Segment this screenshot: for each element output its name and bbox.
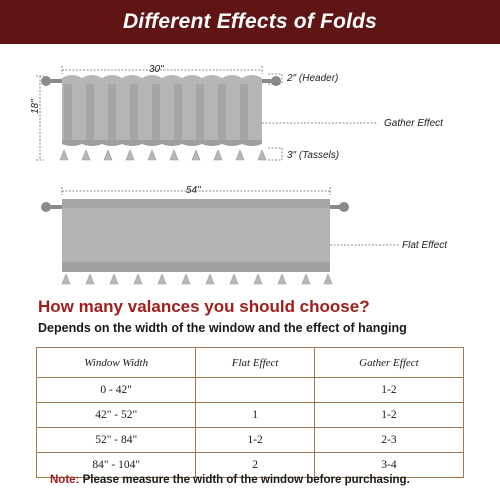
cell-window-width: 42" - 52"	[35, 402, 197, 428]
flat-rod-finial-right	[339, 202, 349, 212]
cell-flat-effect	[195, 377, 315, 403]
table-header-row: Window Width Flat Effect Gather Effect	[35, 347, 465, 378]
cell-window-width: 84" - 104"	[35, 452, 197, 478]
cell-gather-effect: 1-2	[313, 402, 465, 428]
purchase-note: Note: Please measure the width of the wi…	[50, 474, 410, 486]
height-label: 18"	[30, 99, 41, 114]
cell-flat-effect: 1-2	[195, 427, 315, 453]
table-row: 42" - 52" 1 1-2	[35, 402, 465, 428]
gather-effect-label: Gather Effect	[384, 118, 443, 129]
cell-flat-effect: 2	[195, 452, 315, 478]
section-question: How many valances you should choose?	[38, 297, 370, 316]
note-label: Note:	[50, 474, 80, 486]
header-flat-effect: Flat Effect	[195, 347, 315, 378]
flat-width-label: 54"	[186, 185, 201, 196]
header-window-width: Window Width	[35, 347, 197, 378]
section-subtitle: Depends on the width of the window and t…	[38, 321, 407, 335]
flat-rod-finial-left	[41, 202, 51, 212]
title-banner: Different Effects of Folds	[0, 0, 500, 44]
rod-finial-left	[41, 76, 51, 86]
cell-window-width: 0 - 42"	[35, 377, 197, 403]
valance-table: Window Width Flat Effect Gather Effect 0…	[35, 347, 465, 478]
banner-title: Different Effects of Folds	[122, 10, 378, 33]
tassels-label: 3" (Tassels)	[287, 150, 340, 161]
fold-diagram-svg	[36, 66, 400, 285]
cell-window-width: 52" - 84"	[35, 427, 197, 453]
table-row: 52" - 84" 1-2 2-3	[35, 427, 465, 453]
note-text: Please measure the width of the window b…	[82, 474, 410, 486]
flat-curtain	[41, 199, 349, 285]
flat-effect-label: Flat Effect	[402, 240, 448, 251]
flat-curtain-body	[62, 199, 330, 272]
fold-diagram: 30" 18" 2" (Header) Gather Effect 3" (Ta…	[0, 44, 500, 294]
table-row: 84" - 104" 2 3-4	[35, 452, 465, 478]
cell-gather-effect: 2-3	[313, 427, 465, 453]
header-gather-effect: Gather Effect	[313, 347, 465, 378]
gather-curtain	[41, 75, 281, 161]
cell-gather-effect: 1-2	[313, 377, 465, 403]
cell-gather-effect: 3-4	[313, 452, 465, 478]
width-label: 30"	[149, 64, 164, 75]
cell-flat-effect: 1	[195, 402, 315, 428]
rod-finial-right	[271, 76, 281, 86]
header-label: 2" (Header)	[287, 73, 339, 84]
table-row: 0 - 42" 1-2	[35, 377, 465, 403]
